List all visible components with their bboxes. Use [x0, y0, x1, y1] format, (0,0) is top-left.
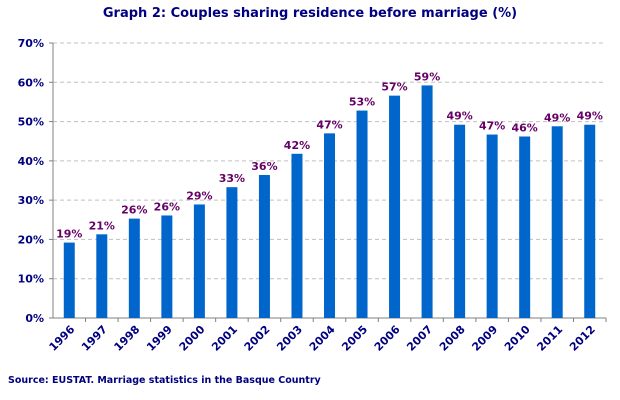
data-label: 46% — [512, 122, 538, 135]
x-tick-label: 1999 — [144, 323, 175, 354]
bar — [128, 218, 140, 318]
y-tick-label: 30% — [18, 194, 44, 207]
x-tick-label: 2003 — [274, 323, 305, 354]
x-tick-label: 1998 — [112, 323, 143, 354]
x-tick-label: 2000 — [177, 323, 208, 354]
data-label: 42% — [284, 139, 310, 152]
chart-title: Graph 2: Couples sharing residence befor… — [102, 6, 518, 21]
data-label: 36% — [251, 160, 277, 173]
y-tick-label: 40% — [18, 155, 44, 168]
data-label: 26% — [121, 204, 147, 217]
data-label: 19% — [56, 228, 82, 241]
data-label: 53% — [349, 96, 375, 109]
y-tick-label: 20% — [18, 233, 44, 246]
x-tick-label: 2008 — [437, 323, 468, 354]
data-label: 49% — [446, 110, 472, 123]
x-tick-label: 2007 — [404, 323, 435, 354]
bar — [258, 175, 270, 318]
y-tick-label: 70% — [18, 37, 44, 50]
x-tick-label: 1997 — [79, 323, 110, 354]
x-tick-label: 2002 — [242, 323, 273, 354]
bar — [356, 110, 368, 318]
bar — [454, 124, 466, 318]
x-tick-label: 2012 — [567, 323, 598, 354]
x-tick-label: 2004 — [307, 323, 338, 354]
data-label: 49% — [544, 111, 570, 124]
bar — [421, 85, 433, 318]
bar — [161, 215, 173, 318]
bar — [584, 124, 596, 318]
data-label: 33% — [219, 172, 245, 185]
y-tick-label: 60% — [18, 76, 44, 89]
data-label: 26% — [154, 200, 180, 213]
x-tick-label: 2001 — [209, 323, 240, 354]
bar — [519, 136, 531, 318]
x-tick-label: 2010 — [502, 323, 533, 354]
bar — [291, 153, 303, 318]
bar — [63, 242, 75, 318]
data-label: 21% — [89, 219, 115, 232]
x-tick-label: 2011 — [534, 323, 565, 354]
source-note: Source: EUSTAT. Marriage statistics in t… — [8, 375, 321, 386]
data-label: 47% — [479, 120, 505, 133]
data-label: 49% — [577, 110, 603, 123]
x-tick-label: 2006 — [372, 323, 403, 354]
bar — [193, 204, 205, 318]
bar — [486, 134, 498, 318]
y-tick-label: 0% — [25, 312, 44, 325]
bar — [226, 187, 238, 318]
x-tick-label: 2005 — [339, 323, 370, 354]
data-label: 29% — [186, 189, 212, 202]
data-label: 57% — [381, 81, 407, 94]
x-tick-label: 1996 — [47, 323, 78, 354]
data-label: 59% — [414, 70, 440, 83]
bar — [324, 133, 335, 318]
x-tick-label: 2009 — [469, 323, 500, 354]
bar — [389, 95, 401, 319]
y-tick-label: 50% — [18, 116, 44, 129]
bar — [551, 126, 563, 319]
y-tick-label: 10% — [18, 273, 44, 286]
data-label: 47% — [316, 118, 342, 131]
bar — [96, 234, 108, 318]
